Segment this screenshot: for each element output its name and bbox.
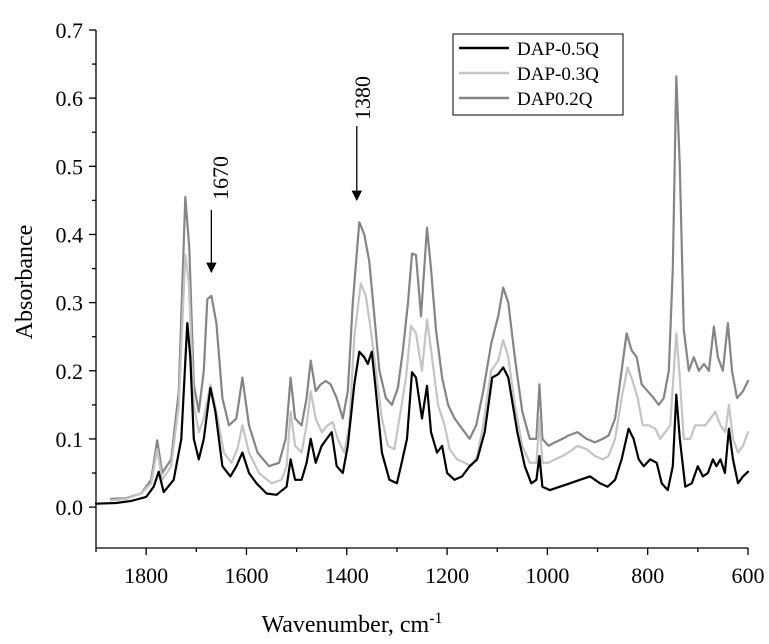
series-line-1 xyxy=(94,322,750,505)
x-tick-label: 800 xyxy=(631,563,664,588)
x-axis-title-text: Wavenumber, cm xyxy=(261,612,429,638)
annotation-layer: 1670 1380 xyxy=(206,76,375,274)
axes-layer: 1800 1600 1400 1200 1000 800 600 0.0 0.1 0.2 0.3 0.… xyxy=(56,18,765,588)
y-tick-label: 0.7 xyxy=(56,18,84,43)
x-axis-title: Wavenumber, cm-1 xyxy=(261,610,442,638)
y-tick-label: 0.4 xyxy=(56,222,84,247)
y-tick-label: 0.3 xyxy=(56,291,84,316)
y-tick-label: 0.5 xyxy=(56,154,84,179)
y-tick-label: 0.2 xyxy=(56,359,84,384)
legend: DAP-0.5Q DAP-0.3Q DAP0.2Q xyxy=(452,33,624,116)
x-tick-label: 1800 xyxy=(124,563,168,588)
annotation-label-1380: 1380 xyxy=(350,76,375,120)
x-tick-label: 1600 xyxy=(224,563,268,588)
y-tick-label: 0.6 xyxy=(56,86,84,111)
y-tick-label: 0.0 xyxy=(56,495,84,520)
legend-label-3: DAP0.2Q xyxy=(517,89,593,110)
x-tick-label: 600 xyxy=(732,563,765,588)
series-line-2 xyxy=(109,253,750,502)
y-axis-title: Absorbance xyxy=(12,225,38,340)
series-layer xyxy=(94,75,750,505)
legend-label-2: DAP-0.3Q xyxy=(517,64,599,85)
annotation-label-1670: 1670 xyxy=(208,156,233,200)
x-tick-label: 1400 xyxy=(325,563,369,588)
legend-label-1: DAP-0.5Q xyxy=(517,39,599,60)
x-tick-label: 1200 xyxy=(425,563,469,588)
x-tick-label: 1000 xyxy=(525,563,569,588)
series-line-3 xyxy=(109,75,750,500)
y-tick-label: 0.1 xyxy=(56,427,84,452)
x-axis-title-superscript: -1 xyxy=(429,610,442,627)
